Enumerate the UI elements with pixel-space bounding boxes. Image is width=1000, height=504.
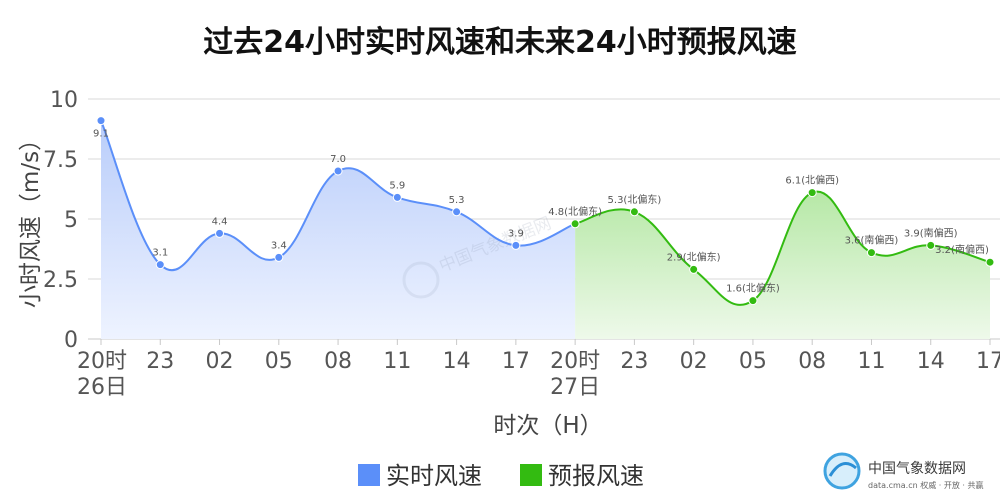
data-label: 2.9(北偏东) xyxy=(667,250,721,263)
x-tick-label: 11 xyxy=(383,349,411,374)
legend-label: 实时风速 xyxy=(386,462,482,490)
data-point xyxy=(96,116,106,126)
series-points xyxy=(96,116,995,306)
x-tick-label: 23 xyxy=(620,349,648,374)
x-tick-label: 05 xyxy=(739,349,767,374)
x-tick-label: 02 xyxy=(206,349,234,374)
y-tick-label: 2.5 xyxy=(43,268,78,293)
data-label: 1.6(北偏东) xyxy=(726,282,780,295)
x-tick-label: 14 xyxy=(917,349,945,374)
series-area-realtime xyxy=(101,120,576,339)
legend-swatch xyxy=(520,464,542,486)
data-point xyxy=(926,240,936,250)
data-label: 3.1 xyxy=(152,248,168,259)
data-label: 6.1(北偏西) xyxy=(785,174,839,187)
data-label: 9.1 xyxy=(93,129,109,140)
series-area-forecast xyxy=(575,191,990,339)
x-tick-label: 14 xyxy=(443,349,471,374)
x-tick-label: 20时 xyxy=(550,349,600,374)
legend: 实时风速 预报风速 xyxy=(358,462,644,490)
y-tick-label: 7.5 xyxy=(43,148,78,173)
x-axis-label: 时次（H） xyxy=(493,413,602,439)
x-tick-sublabel: 27日 xyxy=(550,375,600,400)
data-label: 5.3 xyxy=(449,195,465,206)
x-tick-label: 05 xyxy=(265,349,293,374)
data-point xyxy=(807,188,817,198)
brand-logo-icon xyxy=(823,452,861,490)
data-label: 4.4 xyxy=(212,216,228,227)
chart-title: 过去24小时实时风速和未来24小时预报风速 xyxy=(203,25,797,60)
series-areas xyxy=(101,120,990,339)
data-label: 3.9 xyxy=(508,228,524,239)
data-point xyxy=(866,248,876,258)
data-point xyxy=(215,228,225,238)
x-tick-label: 23 xyxy=(146,349,174,374)
legend-swatch xyxy=(358,464,380,486)
data-label: 4.8(北偏东) xyxy=(548,205,602,218)
data-point xyxy=(452,207,462,217)
legend-label: 预报风速 xyxy=(548,462,644,490)
y-tick-label: 0 xyxy=(64,328,78,353)
x-tick-label: 17 xyxy=(976,349,1000,374)
data-point xyxy=(629,207,639,217)
brand-subtitle: data.cma.cn 权威 · 开放 · 共赢 xyxy=(868,480,983,490)
y-tick-label: 10 xyxy=(50,88,78,113)
x-tick-label: 20时 xyxy=(77,349,127,374)
brand-name: 中国气象数据网 xyxy=(868,461,966,477)
data-point xyxy=(985,257,995,267)
data-label: 3.4 xyxy=(271,240,287,251)
data-label: 3.6(南偏西) xyxy=(845,234,899,247)
brand-swirl-icon xyxy=(828,462,857,477)
data-point xyxy=(689,264,699,274)
data-point xyxy=(511,240,521,250)
data-labels: 9.1 3.1 4.4 3.4 7.0 5.9 5.3 3.9 4.8(北偏东) 5.3(北偏东)… xyxy=(93,129,989,295)
brand-logo: 中国气象数据网 data.cma.cn 权威 · 开放 · 共赢 xyxy=(823,452,983,490)
data-point xyxy=(274,252,284,262)
x-tick-label: 11 xyxy=(857,349,885,374)
data-point xyxy=(392,192,402,202)
data-label: 3.9(南偏西) xyxy=(904,226,958,239)
data-point xyxy=(333,166,343,176)
data-label: 7.0 xyxy=(330,154,346,165)
x-tick-label: 08 xyxy=(798,349,826,374)
x-tick-label: 02 xyxy=(680,349,708,374)
x-tick-sublabel: 26日 xyxy=(77,375,127,400)
data-label: 5.9 xyxy=(389,180,405,191)
x-tick-label: 08 xyxy=(324,349,352,374)
series-line-forecast xyxy=(574,190,991,306)
data-point xyxy=(748,296,758,306)
data-point xyxy=(570,219,580,229)
y-tick-label: 5 xyxy=(64,208,78,233)
data-label: 5.3(北偏东) xyxy=(608,193,662,206)
watermark-logo-icon xyxy=(402,261,440,299)
y-ticks: 0 2.5 5 7.5 10 xyxy=(43,88,78,353)
data-label: 3.2(南偏西) xyxy=(935,243,989,256)
data-point xyxy=(155,260,165,270)
y-axis-label: 小时风速（m/s） xyxy=(18,128,44,308)
x-tick-label: 17 xyxy=(502,349,530,374)
